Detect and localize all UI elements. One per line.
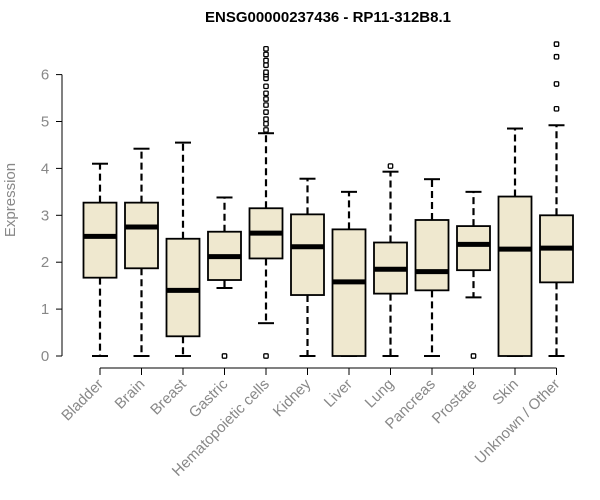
outlier-point: [263, 120, 269, 127]
outlier-point: [553, 41, 560, 47]
axes: 0 1 2 3 4 5 6: [41, 67, 557, 375]
box-hematopoietic-cells: [248, 45, 284, 359]
y-tick-label: 6: [41, 67, 49, 84]
box-bladder: [82, 162, 118, 357]
iqr-box: [290, 213, 325, 296]
box-gastric: [207, 196, 242, 359]
iqr-box: [165, 237, 201, 338]
x-tick-label: Breast: [147, 375, 190, 418]
iqr-box: [414, 219, 450, 292]
y-tick-label: 1: [41, 301, 49, 318]
y-axis-label: Expression: [2, 163, 19, 237]
iqr-box: [82, 201, 118, 279]
box-kidney: [290, 177, 325, 357]
x-tick-label: Lung: [362, 376, 398, 412]
chart-title: ENSG00000237436 - RP11-312B8.1: [205, 9, 451, 26]
box-breast: [165, 141, 201, 357]
box-lung: [373, 163, 408, 357]
box-brain: [124, 147, 159, 357]
box-skin: [497, 127, 533, 357]
iqr-box: [331, 228, 367, 357]
y-tick-label: 3: [41, 207, 49, 224]
outlier-point: [553, 53, 560, 60]
y-tick-label: 5: [41, 114, 49, 131]
x-tick-label: Skin: [489, 376, 522, 409]
x-tick-label: Brain: [112, 376, 149, 413]
x-tick-label: Liver: [321, 376, 356, 411]
x-tick-label: Prostate: [429, 376, 481, 428]
box-unknown-other: [539, 41, 574, 357]
iqr-box: [497, 195, 533, 357]
outlier-point: [553, 105, 560, 112]
iqr-box: [456, 225, 491, 272]
outlier-point: [263, 62, 269, 69]
outlier-point: [263, 96, 269, 102]
outlier-point: [263, 51, 269, 58]
x-tick-label: Kidney: [270, 375, 315, 420]
outlier-point: [263, 83, 269, 90]
outlier-point: [263, 127, 269, 133]
x-tick-label: Bladder: [58, 376, 107, 425]
outlier-point: [263, 109, 269, 115]
outlier-point: [263, 102, 269, 108]
outlier-point: [263, 116, 269, 123]
outlier-point: [263, 69, 269, 76]
outlier-point: [263, 45, 269, 52]
outlier-point: [553, 81, 560, 87]
y-tick-label: 0: [41, 348, 49, 365]
iqr-box: [124, 201, 159, 270]
y-tick-label: 4: [41, 160, 49, 177]
outlier-point: [263, 353, 269, 359]
outlier-point: [263, 90, 269, 97]
box-prostate: [456, 190, 491, 359]
box-pancreas: [414, 178, 450, 357]
outlier-point: [387, 163, 394, 169]
outlier-point: [470, 353, 477, 359]
box-liver: [331, 190, 367, 357]
y-tick-label: 2: [41, 254, 49, 271]
boxes: [82, 41, 574, 359]
outlier-point: [221, 353, 228, 359]
outlier-point: [263, 57, 269, 64]
